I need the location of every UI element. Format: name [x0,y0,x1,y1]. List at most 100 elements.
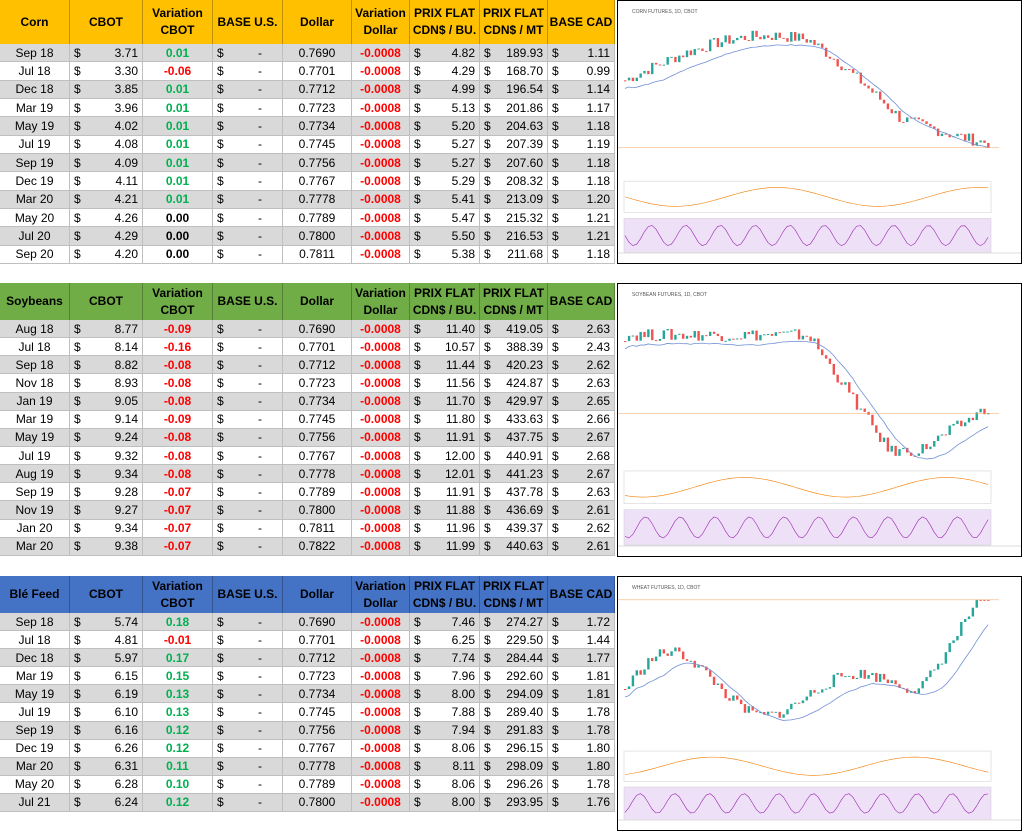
currency: $ [552,632,559,647]
candle [971,607,975,617]
base-us-cell: $ - [213,374,283,393]
candle [782,331,785,333]
prix-bu-cell: $5.29 [410,172,480,191]
currency: $ [484,795,491,810]
value: 12.00 [444,448,475,463]
dollar-variation-cell: -0.0008 [352,227,410,246]
cbot-cell: $3.96 [70,98,143,118]
dollar-cell: 0.7756 [283,721,352,740]
value: 211.68 [507,247,543,262]
candle [933,669,936,671]
currency: $ [552,339,559,354]
wheat-chart: WHEAT FUTURES, 1D, CBOT [617,576,1022,831]
value: 8.06 [451,741,475,756]
base-us: - [258,686,262,701]
currency: $ [484,321,491,336]
candle [689,335,693,338]
table-row: Mar 19 $6.15 0.15 $ -0.7723 -0.0008 $7.96 $292.… [0,667,615,686]
variation-cell: -0.07 [143,537,213,556]
currency: $ [484,247,491,262]
currency: $ [414,795,421,810]
header-text: BASE U.S. [217,587,278,601]
header-text: BASE CAD [549,294,613,308]
base-cad-cell: $1.19 [548,135,615,154]
candle [898,449,901,456]
month-cell: Mar 20 [0,757,70,776]
candle [875,425,878,433]
value: 8.93 [114,375,138,390]
candle [705,50,708,52]
dollar-variation: -0.0008 [360,339,401,354]
candle [720,336,723,342]
header-cell: BASE U.S. [213,0,283,44]
base-us: - [258,777,262,792]
value: 296.26 [506,777,543,792]
base-cad-cell: $2.66 [548,410,615,429]
base-us-cell: $ - [213,44,283,63]
currency: $ [552,650,559,665]
header-cell: Corn [0,0,70,44]
value: 1.77 [586,650,610,665]
currency: $ [74,357,81,372]
value: 8.11 [452,759,475,774]
candle [882,437,886,442]
dollar-variation: -0.0008 [360,795,401,810]
base-cad-cell: $1.18 [548,172,615,191]
header-text: CBOT [160,595,195,610]
base-us: - [258,82,262,97]
table-row: May 20 $6.28 0.10 $ -0.7789 -0.0008 $8.06 $296.… [0,775,615,794]
cbot-cell: $3.71 [70,44,143,63]
variation: -0.07 [163,484,192,499]
variation: -0.09 [163,321,192,336]
candle [817,43,820,46]
currency: $ [552,759,559,774]
value: 1.18 [586,118,610,133]
candle [763,334,766,336]
prix-mt-cell: $196.54 [480,80,548,99]
currency: $ [414,339,421,354]
candle [871,414,874,426]
currency: $ [414,521,421,536]
candle [643,331,646,338]
dollar-variation-cell: -0.0008 [352,98,410,118]
candle [963,134,967,141]
value: 3.30 [114,63,138,78]
dollar-cell: 0.7756 [283,428,352,447]
prix-mt-cell: $294.09 [480,685,548,704]
value: 4.09 [114,155,138,170]
currency: $ [74,448,81,463]
prix-bu-cell: $7.74 [410,649,480,668]
base-us: - [258,394,262,409]
table-row: Jul 18 $4.81 -0.01 $ -0.7701 -0.0008 $6.25 $229… [0,631,615,650]
candle [824,47,828,57]
prix-bu-cell: $8.00 [410,685,480,704]
currency: $ [74,100,81,115]
variation: 0.01 [165,155,190,170]
currency: $ [414,759,421,774]
candle [720,42,723,48]
currency: $ [484,448,491,463]
cbot-cell: $6.16 [70,721,143,740]
cbot-cell: $4.11 [70,172,143,191]
currency: $ [552,448,559,463]
header-text: CDN$ / MT [483,595,544,610]
candle [878,673,882,682]
header-cell: Dollar [283,0,352,44]
prix-mt-cell: $441.23 [480,465,548,484]
table-row: Dec 18 $3.85 0.01 $ -0.7712 -0.0008 $4.99 $196.… [0,80,615,99]
variation-cell: -0.08 [143,465,213,484]
currency: $ [484,394,491,409]
candle [898,684,901,688]
header-text: BASE U.S. [217,294,278,308]
value: 296.15 [506,741,543,756]
candle [983,599,986,601]
candle [886,437,890,452]
candle [878,432,882,442]
header-text: Dollar [299,587,334,601]
candle [728,35,731,44]
dollar-variation-cell: -0.0008 [352,117,410,136]
base-us-cell: $ - [213,245,283,264]
currency: $ [552,210,559,225]
value: 420.23 [506,357,543,372]
